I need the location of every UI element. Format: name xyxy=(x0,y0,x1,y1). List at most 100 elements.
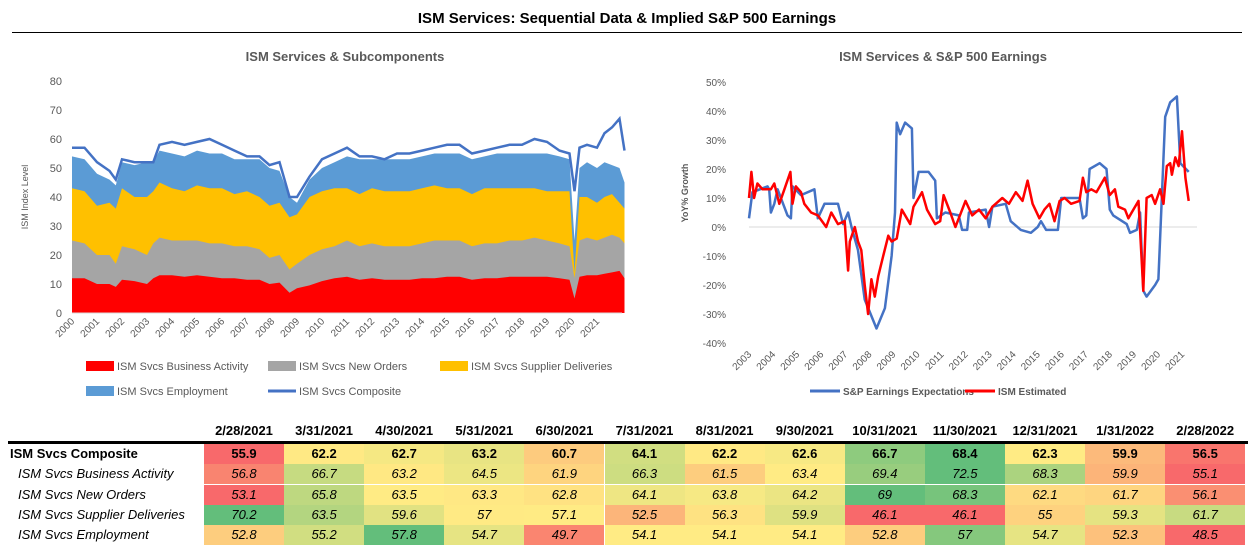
table-cell: 54.1 xyxy=(764,525,845,546)
table-cell: 64.1 xyxy=(604,484,685,505)
table-cell: 59.3 xyxy=(1085,504,1166,525)
y-tick-label: 10 xyxy=(50,279,62,291)
table-cell: 56.8 xyxy=(204,464,284,485)
table-cell: 59.9 xyxy=(764,504,845,525)
y-tick-label: -30% xyxy=(703,310,726,321)
table-cell: 59.6 xyxy=(364,504,445,525)
y-tick-label: -10% xyxy=(703,252,726,263)
y-tick-label: -40% xyxy=(703,339,726,350)
legend-swatch xyxy=(440,361,468,371)
table-cell: 70.2 xyxy=(204,504,284,525)
x-tick-label: 2007 xyxy=(827,349,851,373)
x-tick-label: 2014 xyxy=(995,349,1019,373)
table-cell: 62.1 xyxy=(1005,484,1085,505)
legend-swatch xyxy=(268,361,296,371)
table-cell: 68.3 xyxy=(1005,464,1085,485)
row-label: ISM Svcs Composite xyxy=(10,446,138,461)
line-ism-svcs-composite xyxy=(72,115,626,199)
table-cell: 63.2 xyxy=(364,464,445,485)
table-cell: 56.3 xyxy=(684,504,765,525)
x-tick-label: 2010 xyxy=(304,316,328,340)
y-tick-label: 0% xyxy=(712,223,727,234)
table-cell: 54.1 xyxy=(604,525,685,546)
row-label: ISM Svcs Supplier Deliveries xyxy=(18,506,185,522)
x-tick-label: 2012 xyxy=(947,349,971,373)
table-cell: 63.5 xyxy=(284,504,365,525)
table-cell: 61.9 xyxy=(524,464,605,485)
table-cell: 69.4 xyxy=(844,464,925,485)
legend-label: ISM Svcs Business Activity xyxy=(117,361,249,373)
legend-label: S&P Earnings Expectations xyxy=(843,387,974,398)
y-tick-label: 0 xyxy=(56,308,62,320)
table-cell: 61.5 xyxy=(684,464,765,485)
x-tick-label: 2018 xyxy=(504,316,528,340)
row-label: ISM Svcs New Orders xyxy=(18,486,146,502)
table-cell: 55 xyxy=(1005,504,1085,525)
table-cell: 48.5 xyxy=(1165,525,1246,546)
table-cell: 54.1 xyxy=(684,525,765,546)
x-tick-label: 2017 xyxy=(479,316,503,340)
column-header: 5/31/2021 xyxy=(455,423,514,438)
table-cell: 53.1 xyxy=(204,484,284,505)
x-tick-label: 2021 xyxy=(579,316,603,340)
legend-label: ISM Svcs Employment xyxy=(117,386,228,398)
x-tick-label: 2020 xyxy=(554,316,578,340)
title-divider xyxy=(12,32,1242,33)
column-header: 12/31/2021 xyxy=(1012,423,1078,438)
x-tick-label: 2005 xyxy=(779,349,803,373)
x-tick-label: 2004 xyxy=(755,349,779,373)
chart-title: ISM Services & S&P 500 Earnings xyxy=(839,49,1047,64)
table-cell: 64.2 xyxy=(764,484,845,505)
x-tick-label: 2003 xyxy=(129,316,153,340)
x-tick-label: 2002 xyxy=(104,316,128,340)
table-cell: 52.5 xyxy=(604,504,685,525)
y-tick-label: 30% xyxy=(706,136,726,147)
column-header: 2/28/2022 xyxy=(1176,423,1235,438)
line-s-p-earnings-expectations xyxy=(747,95,1190,330)
table-cell: 66.3 xyxy=(604,464,685,485)
table-cell: 52.8 xyxy=(844,525,925,546)
table-cell: 61.7 xyxy=(1165,504,1246,525)
x-tick-label: 2009 xyxy=(279,316,303,340)
line-ism-estimated xyxy=(747,130,1190,316)
column-header: 8/31/2021 xyxy=(695,423,754,438)
x-tick-label: 2003 xyxy=(731,349,755,373)
table-cell: 52.3 xyxy=(1085,525,1166,546)
y-tick-label: 20 xyxy=(50,250,62,262)
ism-subcomponents-chart: ISM Services & Subcomponents 0 10 20 30 40 50 6… xyxy=(20,49,626,398)
table-cell: 55.2 xyxy=(284,525,365,546)
column-header: 10/31/2021 xyxy=(852,423,918,438)
y-tick-label: -20% xyxy=(703,281,726,292)
table-cell: 49.7 xyxy=(524,525,605,546)
x-tick-label: 2011 xyxy=(329,316,352,339)
table-cell: 57 xyxy=(924,525,1005,546)
table-cell: 59.9 xyxy=(1085,444,1166,464)
y-tick-label: 40% xyxy=(706,107,726,118)
x-tick-label: 2012 xyxy=(354,316,378,340)
x-tick-label: 2020 xyxy=(1140,349,1164,373)
legend-swatch xyxy=(86,361,114,371)
table-cell: 55.1 xyxy=(1165,464,1246,485)
table-cell: 59.9 xyxy=(1085,464,1166,485)
x-tick-label: 2006 xyxy=(803,349,827,373)
table-cell: 64.1 xyxy=(604,444,685,464)
x-tick-label: 2009 xyxy=(875,349,899,373)
table-cell: 62.2 xyxy=(284,444,365,464)
table-cell: 52.8 xyxy=(204,525,284,546)
table-cell: 68.3 xyxy=(924,484,1005,505)
x-tick-label: 2008 xyxy=(851,349,875,373)
area-ism-svcs-business-activity xyxy=(72,270,625,313)
y-tick-label: 80 xyxy=(50,76,62,88)
table-cell: 54.7 xyxy=(1005,525,1085,546)
table-cell: 62.8 xyxy=(524,484,605,505)
ism-sp500-earnings-chart: ISM Services & S&P 500 Earnings -40% -30% -… xyxy=(680,49,1197,398)
y-tick-label: 70 xyxy=(50,105,62,117)
x-tick-label: 2007 xyxy=(229,316,253,340)
table-cell: 69 xyxy=(844,484,925,505)
y-tick-label: 30 xyxy=(50,221,62,233)
x-tick-label: 2016 xyxy=(454,316,478,340)
column-header: 11/30/2021 xyxy=(932,423,998,438)
y-tick-label: 20% xyxy=(706,165,726,176)
x-tick-label: 2001 xyxy=(79,316,103,340)
